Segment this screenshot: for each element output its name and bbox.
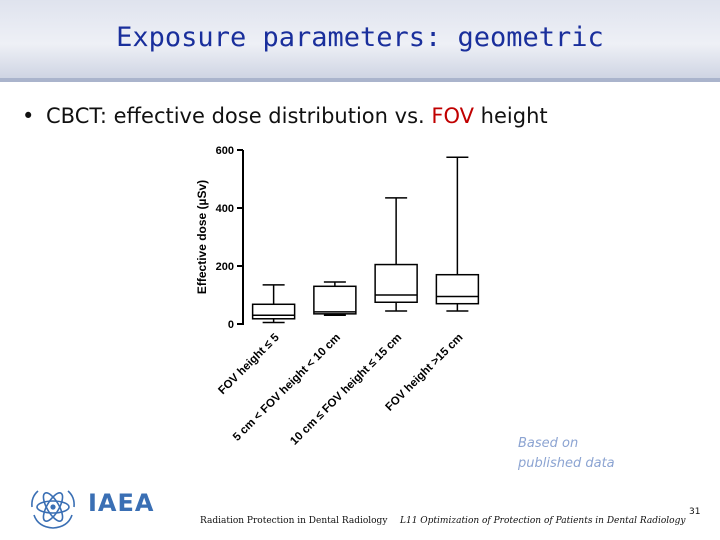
iqr-box [313, 285, 357, 315]
iqr-box [435, 273, 480, 305]
box-2 [313, 281, 357, 317]
y-tick-label: 400 [216, 203, 234, 215]
chart-panel: 0 200 400 600 Effective dose (µSv) FOV height… [183, 140, 510, 473]
title-bar [0, 0, 720, 80]
box-3 [374, 197, 418, 312]
box-plot-chart: 0 200 400 600 Effective dose (µSv) FOV height… [183, 140, 510, 473]
y-tick-label: 0 [228, 319, 234, 331]
logo-text: IAEA [88, 489, 155, 517]
bullet-suffix: height [480, 104, 548, 128]
source-note-line1: Based on [518, 436, 579, 451]
y-tick-label: 600 [216, 145, 234, 157]
iqr-box [374, 263, 418, 304]
x-category-label: 10 cm ≤ FOV height ≤ 15 cm [288, 332, 404, 448]
bullet-icon: • [22, 104, 35, 128]
chart-svg: 0 200 400 600 Effective dose (µSv) FOV height… [195, 145, 480, 448]
iaea-logo: IAEA [28, 485, 163, 529]
page-number: 31 [689, 507, 701, 517]
x-category-label: FOV height ≤ 5 [216, 331, 282, 397]
y-axis-label: Effective dose (µSv) [195, 180, 209, 294]
box-4 [435, 156, 480, 312]
slide-title: Exposure parameters: geometric [116, 22, 604, 53]
footer-lecture: L11 Optimization of Protection of Patien… [400, 516, 686, 526]
bullet-text: CBCT: effective dose distribution vs. [46, 104, 425, 128]
bullet-highlight: FOV [431, 104, 474, 128]
y-tick-label: 200 [216, 261, 234, 273]
footer-course: Radiation Protection in Dental Radiology [200, 516, 388, 526]
box-1 [251, 284, 296, 324]
x-category-label: 5 cm < FOV height < 10 cm [231, 332, 343, 444]
atom-emblem-icon [31, 490, 75, 529]
iqr-box [251, 303, 296, 320]
source-note-line2: published data [518, 456, 615, 471]
source-note: Based on published data [518, 434, 615, 474]
title-divider [0, 78, 720, 82]
bullet-item: • CBCT: effective dose distribution vs. F… [22, 104, 548, 128]
